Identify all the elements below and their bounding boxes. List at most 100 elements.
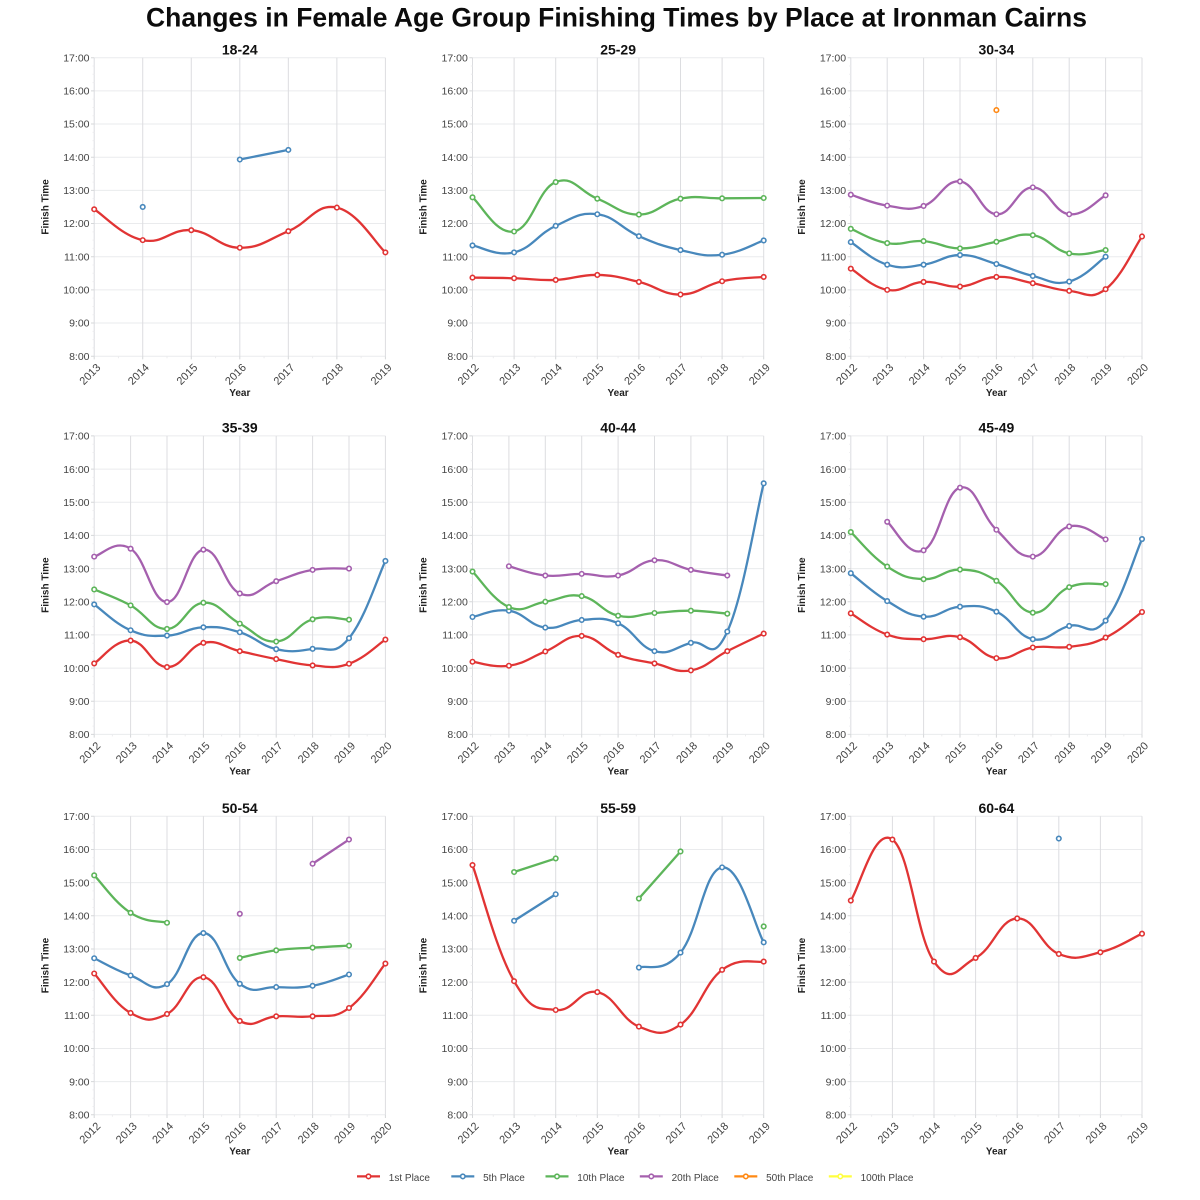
svg-text:Year: Year [608,388,629,399]
svg-text:8:00: 8:00 [826,729,847,741]
svg-text:25-29: 25-29 [600,42,636,58]
svg-text:9:00: 9:00 [447,318,468,330]
svg-text:17:00: 17:00 [63,811,89,823]
svg-text:9:00: 9:00 [69,318,90,330]
svg-text:11:00: 11:00 [821,630,847,642]
svg-text:Year: Year [229,766,250,777]
svg-text:Finish Time: Finish Time [40,937,51,993]
svg-text:11:00: 11:00 [442,630,468,642]
svg-text:11:00: 11:00 [64,251,90,263]
svg-text:1st Place: 1st Place [389,1173,431,1184]
svg-text:12:00: 12:00 [63,218,89,230]
svg-text:12:00: 12:00 [442,596,468,608]
svg-text:10:00: 10:00 [820,1043,846,1055]
svg-text:12:00: 12:00 [63,977,89,989]
svg-text:10:00: 10:00 [820,285,846,297]
svg-text:14:00: 14:00 [442,530,468,542]
svg-text:13:00: 13:00 [442,185,468,197]
svg-text:Finish Time: Finish Time [40,179,51,235]
svg-text:8:00: 8:00 [447,1110,468,1122]
svg-text:8:00: 8:00 [69,351,90,363]
svg-text:55-59: 55-59 [600,800,636,816]
svg-text:18-24: 18-24 [222,42,258,58]
svg-text:9:00: 9:00 [69,1076,90,1088]
svg-text:12:00: 12:00 [820,218,846,230]
svg-text:17:00: 17:00 [442,811,468,823]
svg-text:17:00: 17:00 [63,431,89,443]
svg-text:13:00: 13:00 [442,944,468,956]
svg-text:13:00: 13:00 [63,185,89,197]
svg-text:14:00: 14:00 [442,911,468,923]
svg-text:15:00: 15:00 [820,119,846,131]
svg-text:17:00: 17:00 [442,52,468,64]
svg-text:8:00: 8:00 [826,1110,847,1122]
svg-text:8:00: 8:00 [69,1110,90,1122]
svg-text:11:00: 11:00 [64,630,90,642]
svg-text:16:00: 16:00 [820,464,846,476]
svg-text:10:00: 10:00 [63,285,89,297]
svg-text:30-34: 30-34 [978,42,1014,58]
svg-text:8:00: 8:00 [826,351,847,363]
svg-text:13:00: 13:00 [820,944,846,956]
svg-text:8:00: 8:00 [447,351,468,363]
svg-text:17:00: 17:00 [820,431,846,443]
svg-text:Year: Year [608,1147,629,1158]
svg-text:16:00: 16:00 [63,464,89,476]
svg-text:10:00: 10:00 [442,663,468,675]
svg-text:15:00: 15:00 [63,497,89,509]
svg-text:Finish Time: Finish Time [419,557,430,613]
svg-text:17:00: 17:00 [820,811,846,823]
svg-text:11:00: 11:00 [821,251,847,263]
svg-text:13:00: 13:00 [63,944,89,956]
svg-text:12:00: 12:00 [820,596,846,608]
svg-text:14:00: 14:00 [63,152,89,164]
svg-text:60-64: 60-64 [978,800,1014,816]
svg-text:16:00: 16:00 [820,844,846,856]
svg-text:16:00: 16:00 [63,86,89,98]
svg-text:Year: Year [986,1147,1007,1158]
svg-text:Year: Year [229,1147,250,1158]
svg-text:17:00: 17:00 [442,431,468,443]
svg-text:17:00: 17:00 [63,52,89,64]
svg-text:11:00: 11:00 [442,251,468,263]
svg-text:Changes in Female Age Group Fi: Changes in Female Age Group Finishing Ti… [146,3,1087,33]
svg-text:Year: Year [986,388,1007,399]
svg-text:14:00: 14:00 [63,911,89,923]
svg-text:12:00: 12:00 [820,977,846,989]
svg-text:50-54: 50-54 [222,800,258,816]
svg-text:9:00: 9:00 [69,696,90,708]
svg-text:13:00: 13:00 [820,185,846,197]
svg-text:14:00: 14:00 [63,530,89,542]
svg-text:12:00: 12:00 [63,596,89,608]
svg-text:Finish Time: Finish Time [797,179,808,235]
svg-text:10th Place: 10th Place [577,1173,625,1184]
svg-text:11:00: 11:00 [64,1010,90,1022]
svg-text:16:00: 16:00 [442,464,468,476]
svg-text:9:00: 9:00 [826,696,847,708]
svg-text:Finish Time: Finish Time [797,937,808,993]
svg-text:15:00: 15:00 [442,877,468,889]
svg-text:9:00: 9:00 [447,696,468,708]
svg-text:15:00: 15:00 [442,497,468,509]
svg-text:8:00: 8:00 [447,729,468,741]
svg-text:100th Place: 100th Place [861,1173,914,1184]
svg-text:13:00: 13:00 [63,563,89,575]
svg-text:50th Place: 50th Place [766,1173,814,1184]
svg-text:12:00: 12:00 [442,218,468,230]
svg-text:15:00: 15:00 [820,877,846,889]
svg-text:17:00: 17:00 [820,52,846,64]
svg-text:10:00: 10:00 [63,1043,89,1055]
svg-text:9:00: 9:00 [826,318,847,330]
svg-text:10:00: 10:00 [442,1043,468,1055]
svg-text:15:00: 15:00 [442,119,468,131]
svg-text:Year: Year [608,766,629,777]
svg-text:14:00: 14:00 [442,152,468,164]
svg-text:10:00: 10:00 [442,285,468,297]
svg-text:8:00: 8:00 [69,729,90,741]
svg-text:10:00: 10:00 [820,663,846,675]
svg-text:40-44: 40-44 [600,420,636,436]
svg-text:Finish Time: Finish Time [419,937,430,993]
svg-text:Finish Time: Finish Time [419,179,430,235]
svg-text:Finish Time: Finish Time [40,557,51,613]
svg-text:14:00: 14:00 [820,911,846,923]
